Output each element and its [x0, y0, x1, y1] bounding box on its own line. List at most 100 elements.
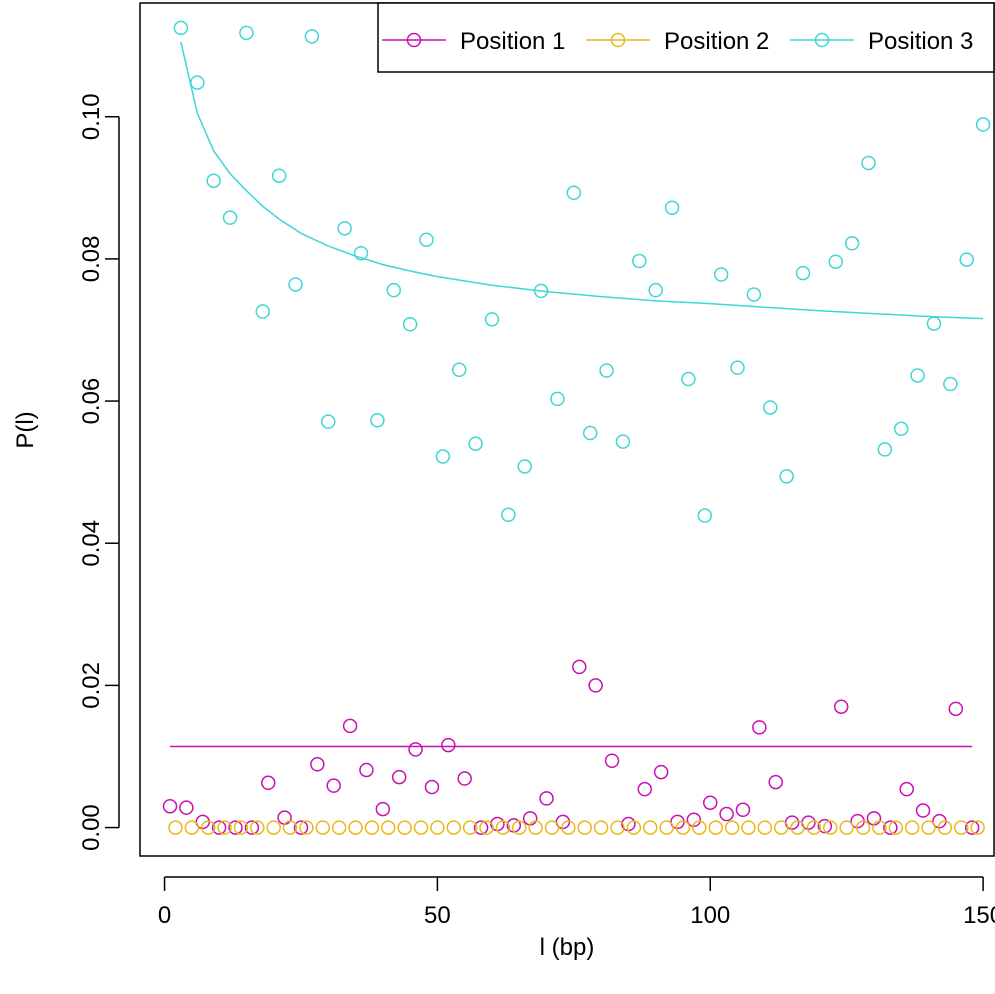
data-point: [888, 820, 904, 835]
data-point: [599, 363, 614, 378]
data-point: [817, 818, 833, 834]
data-point: [353, 245, 369, 261]
data-point: [419, 232, 434, 247]
data-point: [446, 820, 462, 835]
x-axis: 0 50 100 150: [158, 876, 995, 929]
data-point: [266, 820, 281, 835]
fit-line-position-3: [180, 41, 984, 320]
data-point: [561, 820, 576, 835]
data-point: [255, 304, 271, 319]
data-point: [391, 769, 407, 785]
data-point: [544, 820, 560, 835]
legend-label-position-2: Position 2: [664, 28, 769, 55]
y-tick-label: 0.10: [78, 93, 105, 140]
x-axis-title: l (bp): [540, 934, 595, 961]
x-tick-label: 150: [963, 902, 995, 929]
data-point: [288, 277, 303, 292]
data-point: [648, 282, 663, 298]
data-point: [664, 200, 680, 215]
data-point: [233, 820, 249, 835]
data-point: [501, 507, 516, 523]
data-point: [533, 283, 549, 299]
data-point: [299, 820, 314, 835]
data-point: [943, 376, 958, 392]
y-tick-label: 0.06: [78, 378, 105, 425]
data-point: [282, 820, 298, 835]
data-point: [653, 764, 669, 780]
legend-marker-position-2: [610, 32, 626, 48]
data-point: [763, 400, 778, 415]
series-position-3: [173, 20, 991, 523]
data-point: [217, 820, 232, 835]
data-point: [190, 75, 205, 90]
data-point: [752, 720, 767, 735]
data-point: [315, 820, 331, 835]
data-point: [697, 508, 713, 523]
data-point: [615, 434, 631, 449]
data-point: [370, 413, 385, 428]
data-point: [495, 820, 511, 835]
data-point: [222, 210, 238, 225]
data-point: [713, 267, 729, 282]
data-point: [239, 25, 254, 41]
data-point: [795, 265, 811, 281]
data-point: [746, 287, 762, 302]
data-point: [200, 820, 216, 835]
data-point: [517, 459, 532, 474]
data-point: [184, 820, 200, 835]
y-tick-label: 0.08: [78, 236, 105, 283]
data-point: [675, 820, 691, 835]
data-point: [572, 659, 587, 675]
data-point: [244, 820, 260, 835]
data-point: [899, 781, 914, 797]
data-point: [773, 820, 789, 835]
data-point: [512, 820, 527, 835]
data-point: [337, 221, 352, 236]
legend-marker-position-3: [814, 32, 830, 48]
data-point: [397, 820, 412, 835]
data-point: [948, 701, 964, 717]
data-point: [473, 820, 489, 835]
data-point: [441, 737, 456, 753]
data-point: [975, 117, 991, 132]
data-point: [271, 168, 287, 183]
data-point: [632, 253, 647, 269]
data-point: [162, 798, 178, 814]
data-point: [686, 812, 702, 827]
legend: Position 1 Position 2 Position 3: [377, 2, 995, 73]
data-point: [528, 820, 543, 835]
data-point: [593, 820, 609, 835]
data-point: [741, 820, 756, 835]
data-point: [708, 820, 723, 835]
data-point: [806, 820, 822, 835]
data-point: [321, 414, 336, 429]
series-position-2: [168, 820, 985, 835]
data-point: [719, 806, 734, 822]
data-point: [550, 391, 565, 407]
data-point: [304, 29, 320, 44]
data-point: [855, 820, 871, 835]
data-point: [179, 800, 194, 815]
data-point: [424, 779, 440, 795]
data-point: [702, 795, 718, 810]
data-point: [964, 820, 980, 835]
data-point: [250, 820, 265, 835]
data-point: [451, 362, 467, 378]
legend-box: [377, 2, 995, 73]
data-point: [823, 820, 838, 835]
data-point: [828, 254, 843, 269]
data-point: [331, 820, 347, 835]
x-tick-label: 0: [158, 902, 171, 929]
data-point: [211, 820, 227, 835]
data-point: [959, 252, 974, 267]
data-point: [457, 771, 472, 786]
data-point: [779, 469, 794, 484]
data-point: [588, 678, 603, 693]
data-point: [833, 699, 849, 714]
data-point: [904, 820, 920, 835]
legend-label-position-1: Position 1: [460, 28, 565, 55]
data-point: [861, 155, 876, 171]
data-point: [883, 820, 898, 835]
data-point: [937, 820, 953, 835]
